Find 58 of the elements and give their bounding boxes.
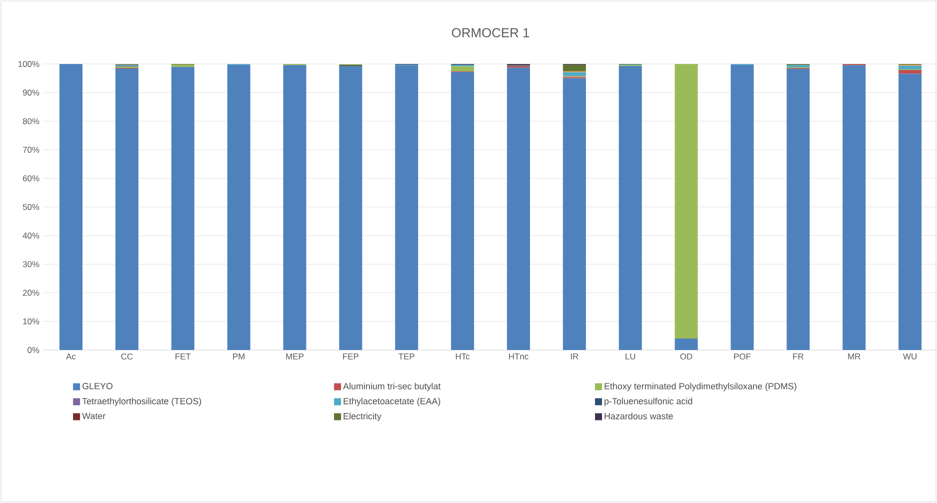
bar <box>395 65 418 350</box>
bar <box>562 78 586 350</box>
y-tick-label: 70% <box>22 146 40 153</box>
bar <box>451 72 474 350</box>
bar <box>171 66 194 350</box>
x-tick-label: LU <box>626 354 636 360</box>
y-tick-label: 40% <box>22 232 40 239</box>
legend-label: GLEYO <box>82 382 113 390</box>
x-tick-label: FR <box>793 354 804 360</box>
bar <box>115 68 138 350</box>
bar <box>562 64 586 72</box>
legend-label: p-Toluenesulfonic acid <box>604 398 692 406</box>
x-tick-label: CC <box>121 354 133 360</box>
legend-label: Electricity <box>344 412 382 422</box>
y-tick-label: 50% <box>22 204 40 210</box>
bar <box>59 64 82 350</box>
legend-label: Hazardous waste <box>604 412 673 420</box>
x-tick-label: HTnc <box>509 354 528 360</box>
bar <box>339 66 362 350</box>
x-tick-label: FEP <box>343 354 358 360</box>
x-tick-label: POF <box>734 354 751 360</box>
bar <box>730 64 754 350</box>
legend-label: Aluminium tri-sec butylat <box>343 382 441 392</box>
y-tick-label: 100% <box>18 60 40 67</box>
bar <box>842 65 866 350</box>
bar <box>898 74 922 350</box>
x-tick-label: WU <box>903 354 916 360</box>
x-tick-label: Ac <box>66 354 76 360</box>
bar <box>506 68 530 350</box>
bar <box>898 66 922 70</box>
legend-label: Water <box>82 412 106 420</box>
legend-label: Ethoxy terminated Polydimethylsiloxane (PDMS) <box>604 382 796 392</box>
bar <box>786 68 810 350</box>
y-tick-label: 20% <box>22 290 40 296</box>
bar <box>283 65 306 350</box>
y-tick-label: 10% <box>23 318 40 324</box>
x-tick-label: MR <box>848 354 860 360</box>
bar <box>898 70 922 74</box>
x-tick-label: HTc <box>456 354 470 360</box>
x-tick-label: FET <box>176 354 191 360</box>
y-tick-label: 60% <box>22 175 40 182</box>
y-tick-label: 80% <box>22 118 40 124</box>
legend-label: Ethylacetoacetate (EAA) <box>344 398 440 406</box>
bar <box>227 64 250 350</box>
x-tick-label: MEP <box>286 354 304 360</box>
y-tick-label: 30% <box>22 261 40 268</box>
x-tick-label: IR <box>570 354 578 360</box>
bar <box>618 66 642 350</box>
chart-title: ORMOCER 1 <box>452 28 530 38</box>
legend-label: Tetraethylorthosilicate (TEOS) <box>82 398 202 406</box>
bar <box>451 66 474 72</box>
x-tick-label: TEP <box>398 354 414 360</box>
bar <box>674 338 698 350</box>
y-tick-label: 0% <box>28 346 40 353</box>
bar <box>674 64 698 339</box>
y-tick-label: 90% <box>22 90 40 96</box>
x-tick-label: OD <box>680 354 692 360</box>
x-tick-label: PM <box>233 354 244 360</box>
